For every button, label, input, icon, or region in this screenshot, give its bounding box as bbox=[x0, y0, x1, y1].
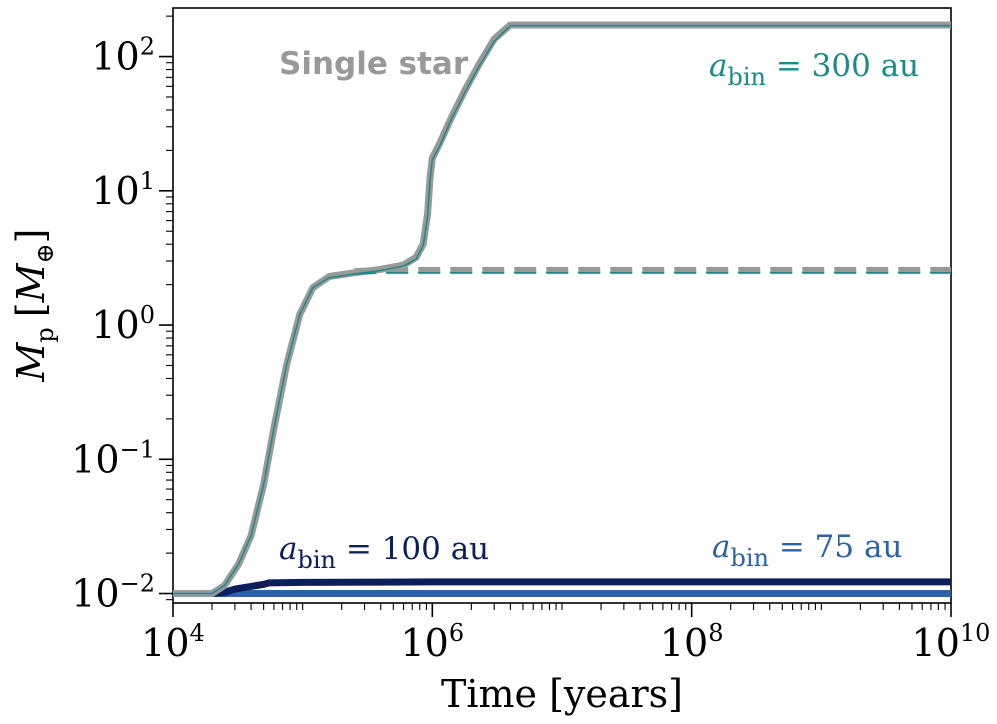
annotation-a75-suffix: = 75 au bbox=[769, 529, 902, 565]
annotation-a300-sub: bin bbox=[727, 63, 766, 91]
annotation-a75-sub: bin bbox=[730, 544, 769, 572]
series-line-single-star-dashed bbox=[354, 266, 951, 276]
annotation-a100-suffix: = 100 au bbox=[336, 531, 489, 567]
plot-area bbox=[172, 7, 952, 604]
ticks-layer bbox=[159, 15, 952, 617]
y-axis-title-close: ] bbox=[9, 229, 53, 244]
annotation-a300-suffix: = 300 au bbox=[766, 48, 919, 84]
annotation-a300: abin = 300 au bbox=[709, 48, 919, 91]
y-tick-label: 100 bbox=[91, 301, 155, 347]
annotation-a75-prefix: a bbox=[712, 529, 730, 565]
annotation-a100: abin = 100 au bbox=[279, 531, 489, 574]
x-tick-label: 104 bbox=[141, 619, 205, 665]
series-line-single-star bbox=[173, 21, 951, 598]
x-tick-label: 106 bbox=[401, 619, 465, 665]
annotation-single-star: Single star bbox=[279, 46, 469, 82]
annotation-a100-sub: bin bbox=[297, 546, 336, 574]
lines-layer bbox=[173, 21, 951, 598]
y-axis-title-symbol: M bbox=[9, 341, 53, 382]
x-tick-label: 108 bbox=[660, 619, 724, 665]
x-tick-label: 1010 bbox=[912, 619, 991, 665]
tick-labels-layer: 104 106 108 1010 10−2 10−1 100 101 102 bbox=[71, 33, 990, 665]
y-axis-title: Mp[M⊕] bbox=[9, 229, 59, 383]
annotation-a75: abin = 75 au bbox=[712, 529, 902, 572]
annotation-a100-prefix: a bbox=[279, 531, 297, 567]
y-axis-title-unit-sub: ⊕ bbox=[31, 243, 59, 263]
y-tick-label: 10−2 bbox=[71, 570, 155, 616]
y-axis-title-open: [ bbox=[9, 302, 53, 317]
y-tick-label: 101 bbox=[91, 167, 155, 213]
annotation-a300-prefix: a bbox=[709, 48, 727, 84]
y-axis-title-sub: p bbox=[31, 327, 59, 342]
y-tick-label: 102 bbox=[91, 33, 155, 79]
x-axis-title: Time [years] bbox=[441, 672, 683, 716]
series-line-abin-300 bbox=[173, 24, 951, 595]
y-tick-label: 10−1 bbox=[71, 435, 155, 481]
y-axis-title-unit: M bbox=[9, 262, 53, 303]
series-line-abin-300-dashed bbox=[354, 272, 951, 275]
